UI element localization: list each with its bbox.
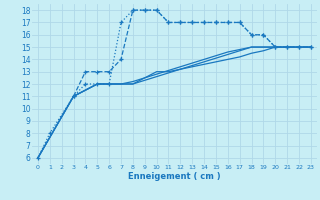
X-axis label: Enneigement ( cm ): Enneigement ( cm )	[128, 172, 221, 181]
